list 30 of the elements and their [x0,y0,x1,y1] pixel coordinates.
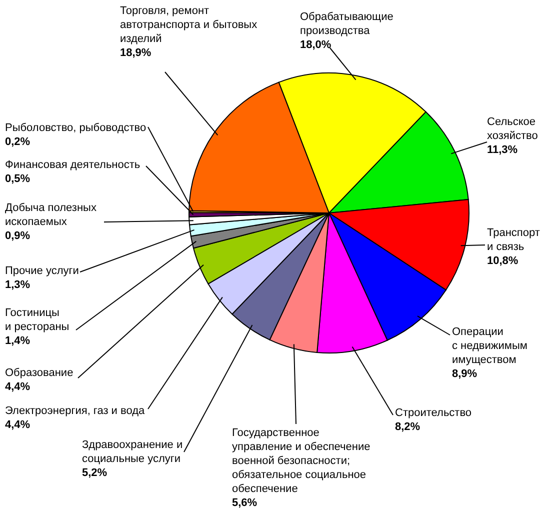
slice-label: Финансовая деятельность [5,159,140,171]
data-label: 0,9% [5,230,30,242]
data-label: 1,3% [5,279,30,291]
slice-label: Добыча полезных ископаемых [5,202,97,228]
slice-label: Обрабатывающие производства [300,11,394,37]
slice-label: Образование [5,367,74,379]
data-label: 4,4% [5,419,30,431]
slice-label: Государственное управление и обеспечение военной безопасности; обязательное социальное обеспечение [232,427,370,495]
slice-label: Транспорт и связь [487,227,540,253]
data-label: 8,9% [452,368,478,380]
slice-label: Прочие услуги [5,265,79,277]
data-label: 8,2% [395,421,420,433]
slice-label: Торговля, ремонт автотранспорта и бытовых изделий [120,5,258,45]
data-label: 10,8% [487,255,518,267]
data-label: 5,6% [232,497,258,509]
data-label: 18,9% [120,47,152,59]
slice-label: Рыболовство, рыбоводство [5,122,146,134]
data-label: 1,4% [5,335,30,347]
data-label: 0,2% [5,136,30,148]
data-label: 4,4% [5,381,30,393]
data-label: 5,2% [82,467,108,479]
slice-label: Сельское хозяйство [487,116,538,142]
data-label: 18,0% [300,39,332,51]
data-label: 11,3% [487,144,518,156]
data-label: 0,5% [5,173,30,185]
slice-label: Строительство [395,407,472,419]
slice-label: Операции с недвижимым имуществом [452,326,528,366]
slice-label: Здравоохранение и социальные услуги [82,439,183,465]
slice-label: Гостиницы и рестораны [5,307,70,333]
slice-label: Электроэнергия, газ и вода [5,405,146,417]
